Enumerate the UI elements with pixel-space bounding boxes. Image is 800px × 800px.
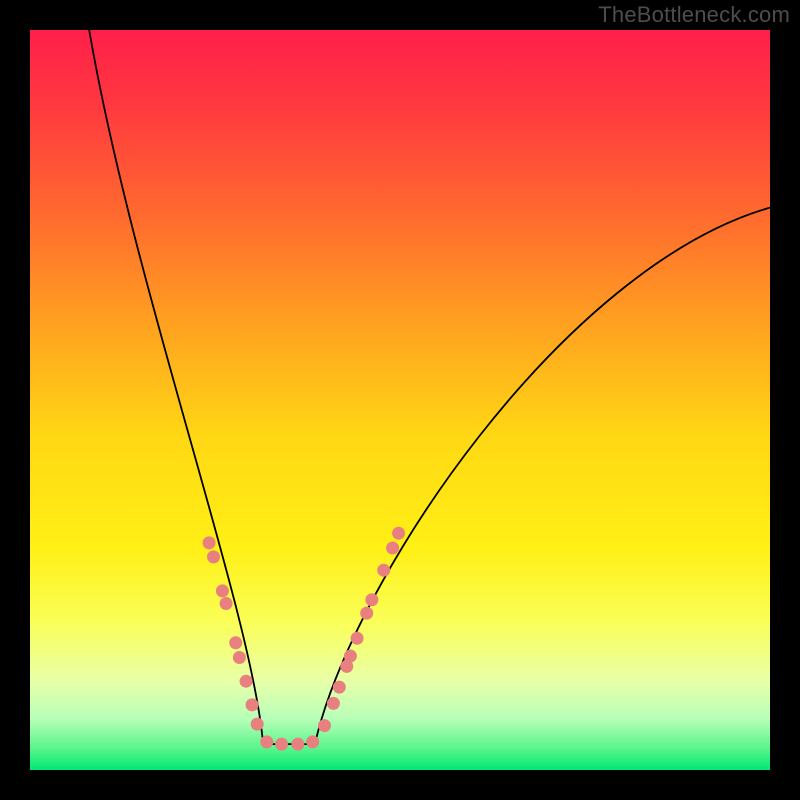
chart-container: TheBottleneck.com <box>0 0 800 800</box>
watermark-text: TheBottleneck.com <box>598 2 790 28</box>
chart-background <box>30 30 770 770</box>
bottleneck-chart <box>0 0 800 800</box>
